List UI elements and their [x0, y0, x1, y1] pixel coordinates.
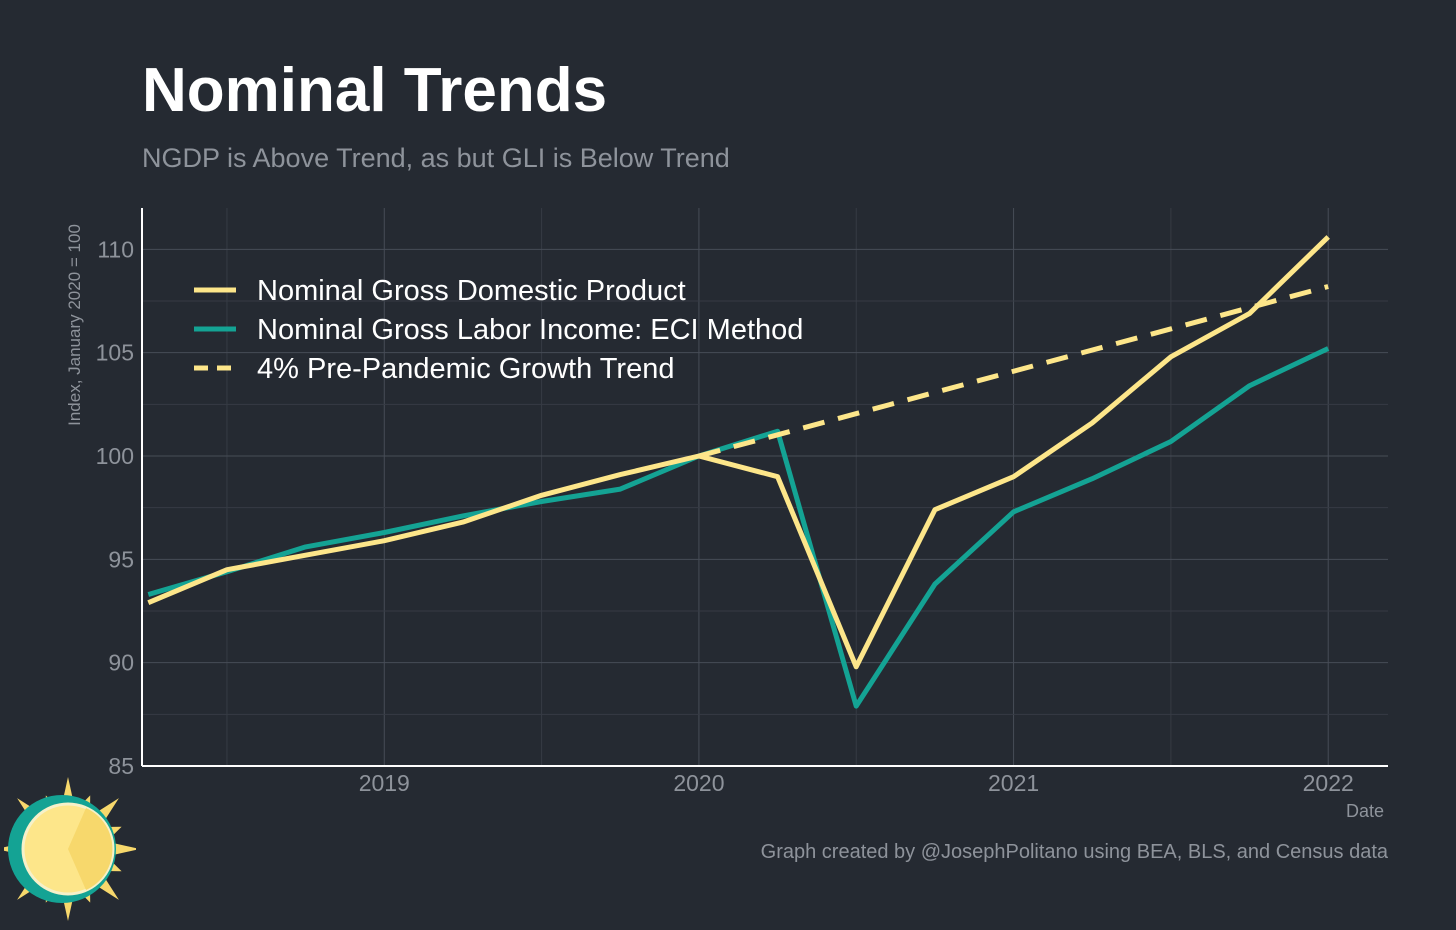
series-line-0 [147, 235, 1330, 670]
series-line-1 [147, 346, 1330, 709]
x-tick-label: 2021 [988, 770, 1039, 796]
series-line-2 [698, 284, 1329, 459]
y-tick-label: 110 [97, 236, 134, 262]
y-tick-label: 95 [108, 546, 134, 572]
legend-label: Nominal Gross Domestic Product [257, 275, 686, 307]
sun-logo-icon [4, 777, 136, 921]
y-tick-label: 90 [108, 650, 134, 676]
tick-labels: 85 90 95 100 105 110 2019 2020 2021 2022 [96, 236, 1354, 796]
chart-title: Nominal Trends [142, 56, 608, 125]
legend: Nominal Gross Domestic Product Nominal Gr… [194, 275, 803, 385]
legend-label: 4% Pre-Pandemic Growth Trend [257, 353, 674, 385]
x-tick-label: 2019 [359, 770, 410, 796]
y-tick-label: 105 [96, 340, 134, 366]
axes [141, 208, 1388, 767]
x-axis-label: Date [1346, 801, 1385, 821]
source-caption: Graph created by @JosephPolitano using B… [760, 841, 1388, 863]
x-tick-label: 2022 [1303, 770, 1354, 796]
x-tick-label: 2020 [673, 770, 724, 796]
y-tick-label: 85 [108, 753, 134, 779]
sun-ray [109, 842, 136, 856]
series-lines [147, 235, 1330, 709]
legend-label: Nominal Gross Labor Income: ECI Method [257, 314, 803, 346]
y-tick-label: 100 [96, 443, 134, 469]
chart-subtitle: NGDP is Above Trend, as but GLI is Below… [142, 143, 730, 173]
